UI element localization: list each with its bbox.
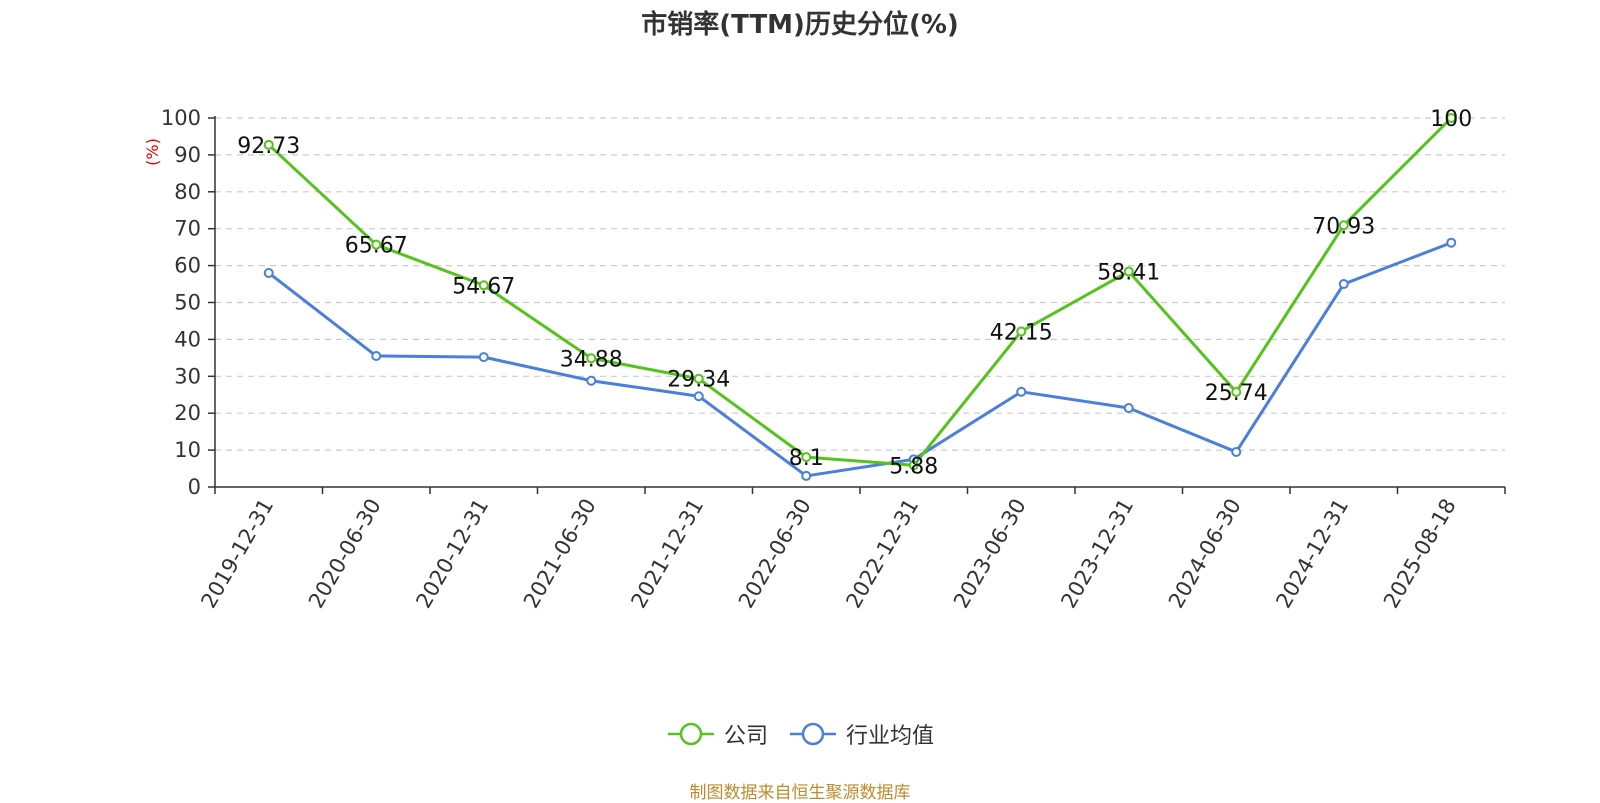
data-source-note: 制图数据来自恒生聚源数据库 (689, 783, 911, 803)
data-point-company[interactable] (1338, 220, 1349, 231)
data-point-company[interactable] (908, 460, 919, 471)
data-point-industry[interactable] (478, 352, 489, 363)
data-point-company[interactable] (693, 373, 704, 384)
legend-company-icon (667, 722, 714, 746)
data-point-company[interactable] (801, 452, 812, 463)
data-label: 65.67 (345, 234, 408, 259)
legend-industry-icon (790, 722, 836, 746)
x-tick-label: 2022-06-30 (734, 495, 816, 613)
y-tick-label: 100 (161, 106, 201, 130)
data-label: 70.93 (1312, 214, 1375, 239)
data-point-company[interactable] (586, 353, 597, 364)
data-points (263, 113, 1457, 481)
data-label: 8.1 (789, 446, 824, 471)
data-point-industry[interactable] (263, 267, 274, 278)
data-point-industry[interactable] (1016, 386, 1027, 397)
data-point-industry[interactable] (693, 391, 704, 402)
legend-item-industry[interactable]: 行业均值 (788, 718, 934, 750)
y-tick-label: 60 (174, 254, 201, 278)
data-point-company[interactable] (478, 280, 489, 291)
data-point-industry[interactable] (1231, 446, 1242, 457)
y-tick-label: 20 (174, 401, 201, 425)
x-tick-label: 2019-12-31 (196, 495, 278, 613)
data-point-industry[interactable] (801, 470, 812, 481)
data-labels: 92.73 65.67 54.67 34.88 29.34 8.1 5.88 42.15 58.… (237, 107, 1472, 479)
y-tick-label: 30 (174, 364, 201, 388)
data-point-industry[interactable] (586, 375, 597, 386)
data-label: 5.88 (889, 454, 938, 479)
data-label: 92.73 (237, 134, 300, 159)
data-point-industry[interactable] (1446, 237, 1457, 248)
data-label: 34.88 (560, 347, 623, 372)
x-tick-label: 2022-12-31 (841, 495, 923, 613)
series-line-industry (267, 241, 1452, 478)
x-tick-label: 2023-12-31 (1056, 495, 1138, 613)
x-tick-label: 2024-12-31 (1271, 495, 1353, 613)
data-point-company[interactable] (1446, 113, 1457, 123)
data-point-industry[interactable] (1338, 279, 1349, 290)
data-label: 54.67 (452, 274, 515, 299)
x-tick-label: 2021-06-30 (519, 495, 601, 613)
x-tick-label: 2020-06-30 (304, 495, 386, 613)
y-tick-label: 10 (174, 438, 201, 462)
y-tick-label: 70 (174, 217, 201, 241)
axes: 0 10 20 30 40 50 60 70 80 90 100 (%) 2019-12-31 2020-… (143, 106, 1506, 613)
legend: 公司 行业均值 (0, 718, 1600, 750)
grid-lines (215, 117, 1505, 451)
data-point-company[interactable] (1123, 266, 1134, 277)
data-label: 25.74 (1205, 381, 1268, 406)
data-label: 100 (1430, 107, 1472, 132)
series-line-company (267, 116, 1453, 467)
series-lines (267, 116, 1453, 478)
y-tick-label: 40 (174, 327, 201, 351)
y-tick-label: 0 (188, 475, 201, 499)
y-tick-label: 80 (174, 180, 201, 204)
data-point-industry[interactable] (371, 351, 382, 362)
x-tick-label: 2020-12-31 (411, 495, 493, 613)
data-point-company[interactable] (1231, 387, 1242, 398)
y-tick-label: 50 (174, 291, 201, 315)
data-label: 29.34 (667, 368, 730, 393)
data-point-company[interactable] (1016, 326, 1027, 337)
y-axis-label: (%) (143, 138, 162, 166)
y-tick-label: 90 (174, 143, 201, 167)
data-label: 58.41 (1097, 260, 1160, 285)
data-point-company[interactable] (263, 139, 274, 150)
x-tick-label: 2024-06-30 (1164, 495, 1246, 613)
legend-label-industry: 行业均值 (846, 724, 935, 749)
data-point-industry[interactable] (1123, 403, 1134, 414)
x-tick-label: 2021-12-31 (626, 495, 708, 613)
data-label: 42.15 (990, 320, 1053, 345)
x-tick-label: 2023-06-30 (949, 495, 1031, 613)
legend-label-company: 公司 (723, 724, 768, 749)
legend-item-company[interactable]: 公司 (666, 718, 768, 750)
chart-title: 市销率(TTM)历史分位(%) (641, 10, 959, 40)
x-tick-label: 2025-08-18 (1379, 495, 1461, 613)
data-point-company[interactable] (371, 239, 382, 250)
